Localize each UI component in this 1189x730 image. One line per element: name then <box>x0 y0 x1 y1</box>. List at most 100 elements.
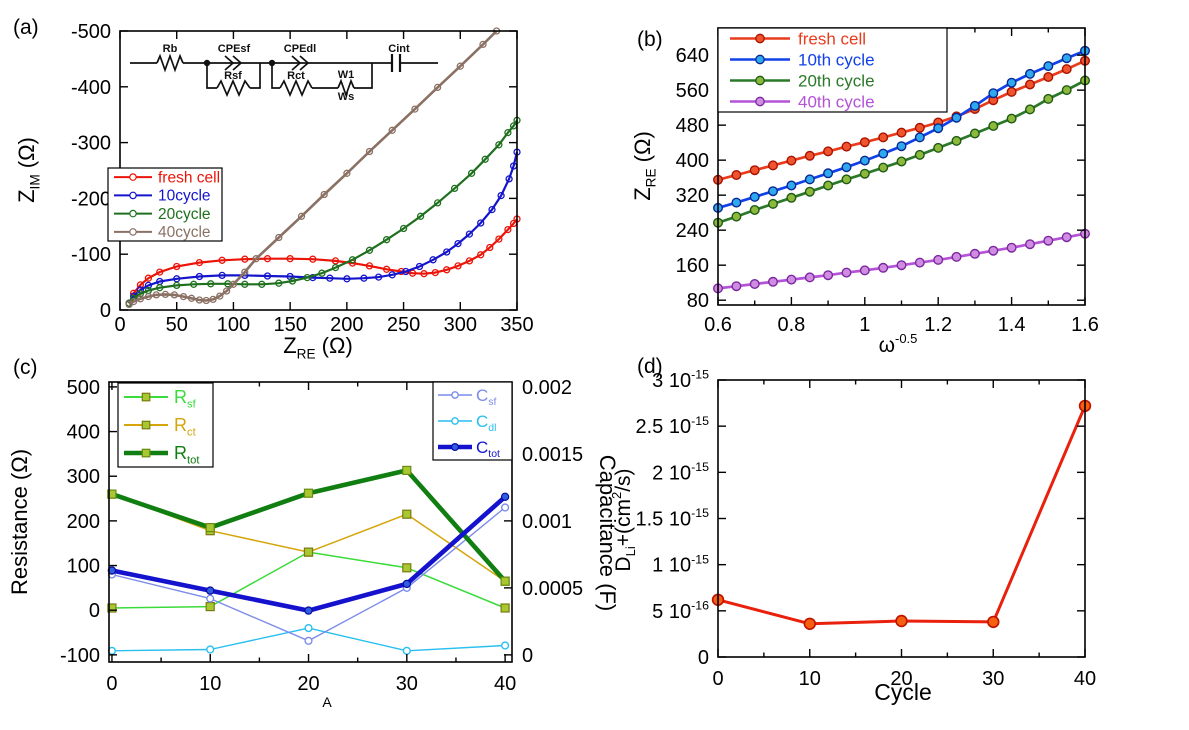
series-c-tot-markers <box>107 492 510 615</box>
data-point-marker <box>749 279 760 290</box>
panel-b: 0.6 0.8 1 1.2 1.4 1.6 80 160 240 320 400 480 560 640 ω… <box>630 27 1099 357</box>
legend-entry-label: 10cycle <box>158 188 211 205</box>
series-20th-cycle-markers <box>713 75 1090 228</box>
legend-entry-label: Rsf <box>174 387 197 410</box>
y-tick-label: -500 <box>71 21 111 43</box>
y-tick-label: 5 10-16 <box>652 598 709 622</box>
data-point-marker <box>501 503 510 512</box>
data-point-marker <box>495 235 503 243</box>
x-tick-label: 0.6 <box>704 314 732 336</box>
data-point-marker <box>433 199 442 207</box>
x-tick-label: 20 <box>890 668 912 690</box>
y-axis-label: DLi+(cm2/s) <box>609 468 638 571</box>
data-point-marker <box>195 296 204 304</box>
data-point-marker <box>786 180 797 191</box>
y-tick-label: 500 <box>67 377 100 399</box>
y-tick-label: 100 <box>67 556 100 578</box>
data-point-marker <box>988 245 999 256</box>
data-point-marker <box>914 149 925 160</box>
data-point-marker <box>823 270 834 281</box>
data-point-marker <box>786 155 797 166</box>
data-point-marker <box>309 255 317 263</box>
legend-entry-label: 40cycle <box>158 224 211 241</box>
legend-entry-label: 40th cycle <box>798 92 875 111</box>
series-40cycle-line <box>128 30 498 306</box>
legend-entry-label: 20cycle <box>158 206 211 223</box>
data-point-marker <box>318 269 326 277</box>
data-point-marker <box>896 127 907 138</box>
y-tick-label: -100 <box>60 645 100 667</box>
y-tick-label: 640 <box>676 45 709 67</box>
series-40th-cycle-markers <box>713 228 1090 294</box>
data-point-marker <box>755 33 765 44</box>
data-point-marker <box>823 180 834 191</box>
x-tick-label: 150 <box>273 314 306 336</box>
data-point-marker <box>504 128 512 137</box>
data-point-marker <box>895 614 908 628</box>
data-point-marker <box>823 146 834 157</box>
y-tick-label: 400 <box>67 422 100 444</box>
legend-b-0: fresh cell 10th cycle 20th cycle 40th cycle <box>717 27 948 113</box>
data-point-marker <box>1006 77 1017 88</box>
data-point-marker <box>1006 113 1017 124</box>
data-point-marker <box>343 275 351 283</box>
data-point-marker <box>500 603 510 613</box>
legend-entry-label: 10th cycle <box>798 50 875 69</box>
legend-entry-label: fresh cell <box>158 169 220 186</box>
data-point-marker <box>878 148 889 159</box>
data-point-marker <box>144 274 153 282</box>
data-point-marker <box>129 191 137 200</box>
data-point-marker <box>987 615 1000 629</box>
x-tick-label: 1 <box>859 314 870 336</box>
data-point-marker <box>896 141 907 152</box>
x-tick-label: 10 <box>799 668 821 690</box>
x-axis-label: ω-0.5 <box>879 331 918 357</box>
data-point-marker <box>443 248 451 256</box>
y-tick-label: 0 <box>100 300 111 322</box>
x-tick-label: 40 <box>1074 668 1096 690</box>
data-point-marker <box>195 272 204 281</box>
x-tick-label: 300 <box>444 314 477 336</box>
x-tick-label: 10 <box>199 673 221 695</box>
y2-tick-label: 0 <box>522 645 533 667</box>
data-point-marker <box>303 488 314 498</box>
data-point-marker <box>933 254 944 265</box>
y-tick-label: 160 <box>676 255 709 277</box>
data-point-marker <box>951 135 962 146</box>
data-point-marker <box>878 262 889 273</box>
data-point-marker <box>731 211 742 222</box>
legend-entry-label: Rct <box>174 415 197 438</box>
y-tick-label: -300 <box>71 133 111 155</box>
data-point-marker <box>1061 53 1072 64</box>
panel-letter: (b) <box>637 28 663 51</box>
data-point-marker <box>933 142 944 153</box>
series-40cycle-markers <box>125 27 501 309</box>
x-tick-label: 40 <box>494 673 516 695</box>
data-point-marker <box>804 272 815 283</box>
data-point-marker <box>988 88 999 99</box>
data-point-marker <box>465 230 474 238</box>
data-point-marker <box>156 268 164 276</box>
data-point-marker <box>205 586 215 595</box>
data-point-marker <box>1061 85 1072 96</box>
data-point-marker <box>129 228 137 236</box>
data-point-marker <box>382 236 391 244</box>
data-point-marker <box>326 274 334 282</box>
x-tick-label: 200 <box>330 314 363 336</box>
data-point-marker <box>479 40 487 49</box>
data-point-marker <box>497 191 505 200</box>
y2-tick-label: 0.002 <box>522 377 572 399</box>
y-tick-label: 400 <box>676 150 709 172</box>
data-point-marker <box>297 212 306 220</box>
x-tick-label: 30 <box>982 668 1004 690</box>
data-point-marker <box>107 489 117 499</box>
y2-tick-label: 0.001 <box>522 511 572 533</box>
y-tick-label: 0 <box>89 600 100 622</box>
panel-letter: (d) <box>637 355 663 378</box>
y-tick-label: 320 <box>676 185 709 207</box>
data-point-marker <box>179 292 188 301</box>
data-point-marker <box>209 295 217 304</box>
data-point-marker <box>1061 64 1072 75</box>
y-tick-label: 1 10-15 <box>652 552 709 576</box>
data-point-marker <box>141 420 151 430</box>
